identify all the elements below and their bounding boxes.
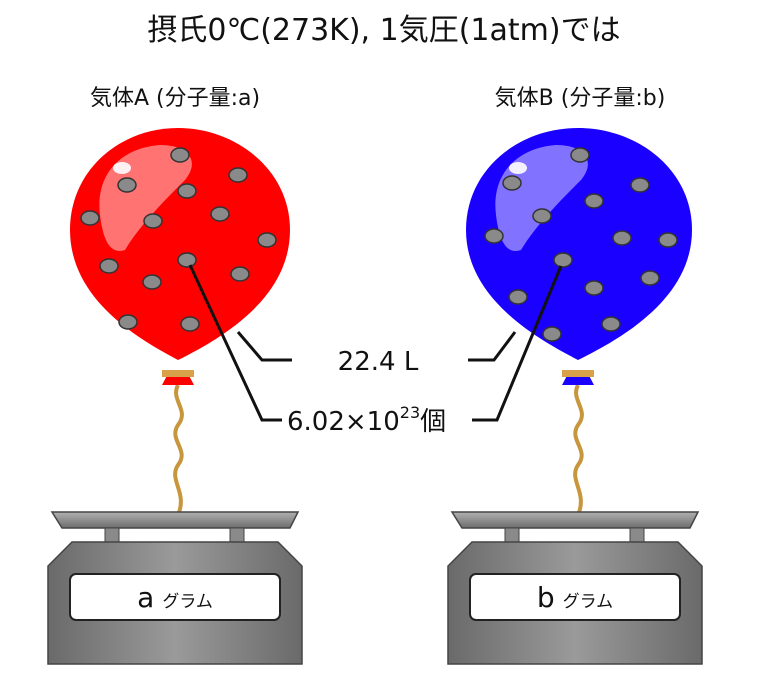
pointer-lines bbox=[188, 264, 563, 422]
molecule bbox=[484, 228, 504, 244]
molecule bbox=[257, 232, 277, 248]
molecule bbox=[502, 175, 522, 191]
molecule bbox=[601, 316, 621, 332]
molecule bbox=[658, 232, 678, 248]
scale-a-reading: a グラム bbox=[137, 581, 213, 614]
scale-b: b グラム bbox=[447, 511, 703, 665]
molecule bbox=[570, 147, 590, 163]
scale-a-display bbox=[69, 573, 281, 621]
molecule bbox=[180, 316, 200, 332]
molecule bbox=[553, 252, 573, 268]
molecule bbox=[117, 177, 137, 193]
molecule bbox=[612, 230, 632, 246]
balloon-a-string bbox=[173, 384, 184, 516]
count-pointer-b bbox=[472, 265, 563, 422]
molecules-a bbox=[80, 147, 277, 332]
molecules-b bbox=[484, 147, 678, 342]
molecule bbox=[80, 210, 100, 226]
scale-b-reading: b グラム bbox=[537, 581, 613, 614]
molecule bbox=[532, 208, 552, 224]
balloon-b bbox=[466, 128, 692, 516]
molecule bbox=[142, 274, 162, 290]
molecule bbox=[177, 183, 197, 199]
molecule bbox=[143, 213, 163, 229]
count-pointer-a bbox=[188, 264, 282, 422]
count-unit: 個 bbox=[420, 407, 446, 437]
scale-b-display bbox=[469, 573, 681, 621]
molecule bbox=[228, 167, 248, 183]
page-title: 摂氏0℃(273K), 1気圧(1atm)では bbox=[147, 13, 620, 48]
count-base: 6.02×10 bbox=[287, 407, 400, 437]
molecule bbox=[170, 147, 190, 163]
molecule bbox=[99, 258, 119, 274]
scale-a-tray bbox=[50, 511, 300, 529]
volume-label: 22.4 L bbox=[338, 347, 419, 377]
gas-b-label: 気体B (分子量:b) bbox=[495, 86, 666, 111]
count-label: 6.02×1023個 bbox=[287, 403, 446, 437]
count-exponent: 23 bbox=[400, 403, 420, 422]
balloon-b-string bbox=[573, 384, 584, 516]
molecule bbox=[584, 280, 604, 296]
volume-pointer-b bbox=[468, 331, 517, 362]
molecule bbox=[542, 326, 562, 342]
scale-a: a グラム bbox=[47, 511, 303, 665]
molecule bbox=[177, 252, 197, 268]
gas-a-label: 気体A (分子量:a) bbox=[90, 86, 260, 111]
volume-pointer-a bbox=[236, 331, 292, 362]
molecule bbox=[230, 266, 250, 282]
molecule bbox=[640, 270, 660, 286]
molecule bbox=[508, 289, 528, 305]
scale-b-tray bbox=[450, 511, 700, 529]
molecule bbox=[118, 314, 138, 330]
molecule bbox=[584, 193, 604, 209]
molecule bbox=[210, 206, 230, 222]
molecule bbox=[630, 177, 650, 193]
